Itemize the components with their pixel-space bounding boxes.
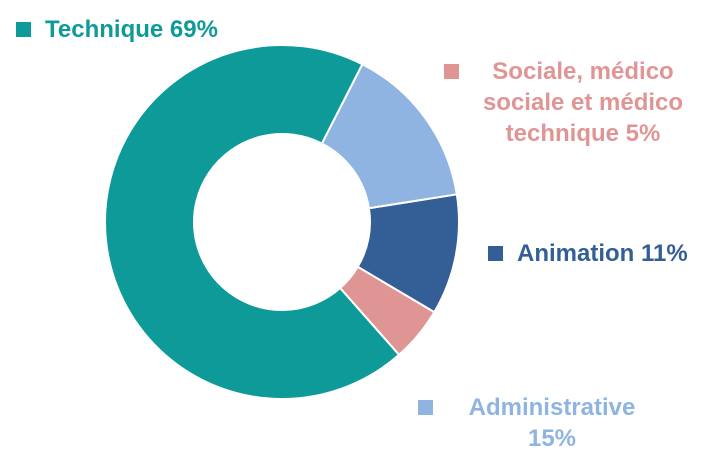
- legend-item-sociale: Sociale, médico sociale et médico techni…: [444, 56, 693, 149]
- legend-item-animation: Animation 11%: [488, 238, 688, 269]
- slice-technique: [104, 44, 401, 400]
- legend-swatch-administrative: [418, 400, 433, 415]
- legend-label-sociale: Sociale, médico sociale et médico techni…: [482, 58, 684, 147]
- donut-slices: [104, 44, 460, 400]
- legend-label-administrative: Administrative 15%: [468, 394, 636, 452]
- legend-item-administrative: Administrative 15%: [418, 392, 657, 454]
- slice-administrative: [320, 62, 458, 210]
- legend-swatch-sociale: [444, 64, 459, 79]
- legend-swatch-technique: [16, 22, 31, 37]
- legend-swatch-animation: [488, 246, 503, 261]
- legend-item-technique: Technique 69%: [16, 14, 218, 45]
- legend-label-technique: Technique 69%: [45, 16, 218, 43]
- legend-label-animation: Animation 11%: [517, 240, 688, 267]
